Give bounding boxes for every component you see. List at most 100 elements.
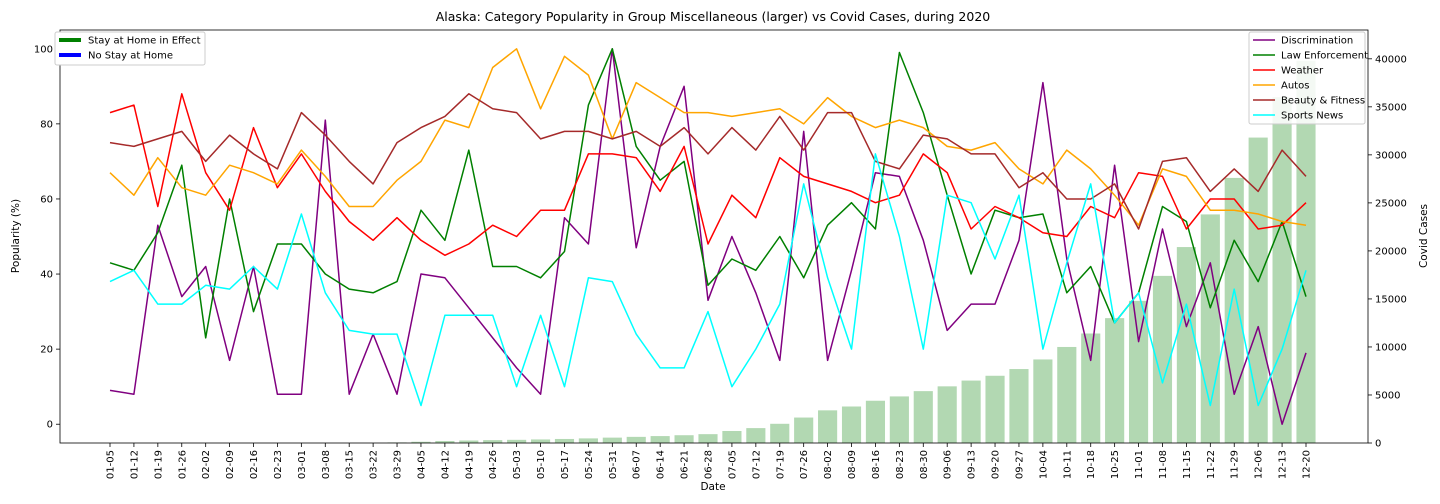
- series-line-weather: [109, 93, 1307, 257]
- covid-bar-08-09: [841, 406, 862, 443]
- covid-bar-10-11: [1057, 346, 1077, 443]
- covid-bar-12-20: [1296, 60, 1316, 443]
- legend-right-label: Weather: [1281, 66, 1324, 77]
- x-tick-label: 03-22: [369, 450, 380, 479]
- series-line-law-enforcement: [109, 48, 1307, 339]
- x-tick-label: 08-16: [871, 450, 882, 479]
- covid-bar-05-31: [602, 437, 622, 443]
- x-tick-label: 11-22: [1206, 450, 1217, 479]
- x-tick-label: 01-19: [153, 450, 164, 479]
- x-tick-label: 04-05: [416, 450, 427, 479]
- covid-bar-05-17: [554, 438, 575, 443]
- x-tick-label: 11-15: [1182, 450, 1193, 479]
- series-line-sports-news: [109, 153, 1307, 407]
- covid-bar-08-30: [913, 391, 933, 443]
- covid-bar-09-13: [961, 380, 981, 443]
- legend-right-label: Discrimination: [1281, 36, 1353, 47]
- covid-bar-09-27: [1009, 369, 1029, 443]
- y2-axis-label: Covid Cases: [1418, 204, 1430, 268]
- covid-bar-09-06: [937, 386, 957, 443]
- legend-right-label: Autos: [1281, 81, 1309, 92]
- covid-bar-06-21: [674, 435, 694, 443]
- y-tick-label: 100: [34, 44, 53, 55]
- x-tick-label: 06-28: [704, 450, 715, 479]
- y-tick-label: 80: [40, 119, 53, 130]
- legend-left-box: [54, 31, 206, 66]
- y-axis-label: Popularity (%): [10, 199, 22, 273]
- covid-bar-04-19: [459, 440, 479, 443]
- legend-right-label: Sports News: [1281, 111, 1343, 122]
- legend-right-box: [1248, 31, 1366, 125]
- covid-bar-08-02: [818, 410, 838, 443]
- x-tick-label: 09-27: [1014, 450, 1025, 479]
- legend-left-label: Stay at Home in Effect: [88, 36, 201, 47]
- series-lines-layer: [109, 48, 1307, 425]
- x-tick-label: 07-12: [751, 450, 762, 479]
- plot-frame: [59, 29, 1369, 444]
- legend-right-label: Beauty & Fitness: [1281, 96, 1365, 107]
- legend-left-label: No Stay at Home: [88, 51, 173, 62]
- legend-stay-at-home: Stay at Home in Effect No Stay at Home: [54, 31, 206, 66]
- series-line-autos: [109, 48, 1307, 226]
- covid-bar-06-14: [650, 436, 670, 443]
- x-tick-label: 03-15: [345, 450, 356, 479]
- series-line-beauty-fitness: [109, 93, 1307, 230]
- y-tick-label: 40: [40, 270, 53, 281]
- x-tick-label: 05-31: [608, 450, 619, 479]
- x-tick-label: 01-12: [129, 450, 140, 479]
- x-tick-label: 10-11: [1062, 450, 1073, 479]
- x-tick-label: 04-26: [488, 450, 499, 479]
- x-tick-label: 11-29: [1230, 450, 1241, 479]
- covid-bar-07-05: [722, 430, 742, 443]
- x-tick-label: 05-17: [560, 450, 571, 479]
- series-line-discrimination: [109, 48, 1307, 425]
- y-tick-label: 60: [40, 194, 53, 205]
- x-tick-label: 09-06: [943, 450, 954, 479]
- x-tick-label: 03-29: [393, 450, 404, 479]
- covid-bar-09-20: [985, 375, 1005, 443]
- covid-bar-04-05: [411, 441, 431, 443]
- y2-tick-label: 10000: [1375, 342, 1407, 353]
- covid-bar-10-25: [1105, 318, 1125, 443]
- x-tick-label: 06-14: [656, 450, 667, 479]
- x-tick-label: 02-16: [249, 450, 260, 479]
- covid-bar-10-04: [1033, 359, 1053, 443]
- covid-bar-11-08: [1152, 275, 1173, 443]
- x-tick-label: 05-10: [536, 450, 547, 479]
- covid-bar-06-07: [626, 436, 646, 443]
- x-tick-label: 06-21: [680, 450, 691, 479]
- x-tick-label: 01-26: [177, 450, 188, 479]
- y2-tick-label: 0: [1375, 439, 1381, 450]
- y2-tick-label: 40000: [1375, 54, 1407, 65]
- x-tick-label: 04-12: [440, 450, 451, 479]
- covid-bar-08-16: [865, 400, 886, 443]
- x-tick-label: 05-24: [584, 450, 595, 479]
- x-tick-label: 08-23: [895, 450, 906, 479]
- covid-bar-04-12: [435, 440, 455, 443]
- covid-bar-07-12: [746, 428, 766, 443]
- y2-tick-label: 5000: [1375, 390, 1400, 401]
- covid-bar-07-19: [770, 423, 790, 443]
- x-tick-label: 11-01: [1134, 450, 1145, 479]
- x-tick-label: 09-20: [991, 450, 1002, 479]
- x-tick-label: 12-13: [1278, 450, 1289, 479]
- covid-bar-04-26: [483, 440, 503, 443]
- x-tick-label: 01-05: [106, 450, 117, 479]
- x-tick-label: 12-06: [1254, 450, 1265, 479]
- x-tick-label: 07-26: [799, 450, 810, 479]
- legend-categories: Discrimination Law Enforcement Weather Auto…: [1248, 31, 1368, 125]
- x-tick-label: 02-23: [273, 450, 284, 479]
- x-tick-label: 05-03: [512, 450, 523, 479]
- covid-bar-05-03: [507, 439, 527, 443]
- x-tick-label: 08-02: [823, 450, 834, 479]
- x-tick-label: 07-19: [775, 450, 786, 479]
- x-tick-label: 07-05: [727, 450, 738, 479]
- y2-tick-label: 35000: [1375, 102, 1407, 113]
- x-axis-label: Date: [700, 481, 725, 493]
- x-tick-label: 09-13: [967, 450, 978, 479]
- covid-bar-05-24: [578, 438, 598, 443]
- covid-bar-12-13: [1272, 97, 1292, 444]
- covid-bar-11-22: [1200, 214, 1220, 443]
- legend-right-label: Law Enforcement: [1281, 51, 1368, 62]
